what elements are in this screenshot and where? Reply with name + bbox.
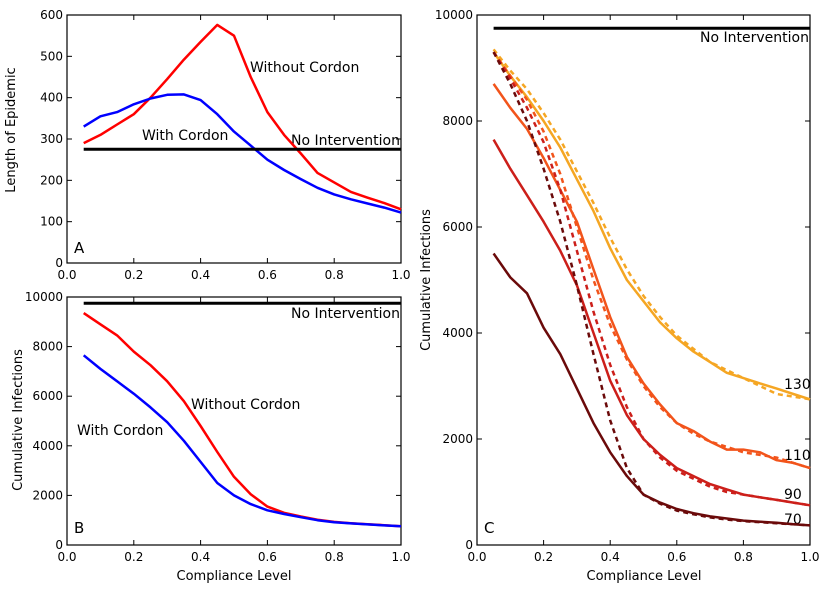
y-tick-label: 6000 bbox=[442, 220, 473, 234]
plot-frame bbox=[66, 296, 402, 546]
annotation-with-cordon: With Cordon bbox=[142, 128, 228, 144]
y-tick-label: 500 bbox=[40, 49, 63, 63]
annotation-with-cordon: With Cordon bbox=[77, 423, 163, 439]
y-tick-label: 6000 bbox=[32, 389, 63, 403]
curve-label-90: 90 bbox=[784, 487, 802, 503]
series-line-without-cordon bbox=[83, 312, 402, 528]
x-tick-label: 0.8 bbox=[325, 268, 344, 282]
series-line-70-dashed bbox=[492, 51, 811, 527]
y-tick-label: 10000 bbox=[25, 290, 63, 304]
x-tick-label: 0.6 bbox=[667, 550, 686, 564]
series-line-without-cordon bbox=[83, 23, 402, 211]
series-line-110-dashed bbox=[492, 51, 811, 470]
y-tick-label: 0 bbox=[465, 538, 473, 552]
series-line-90 bbox=[492, 138, 811, 507]
x-tick-label: 0.6 bbox=[258, 268, 277, 282]
x-tick-label: 0.8 bbox=[325, 550, 344, 564]
y-tick-label: 0 bbox=[55, 256, 63, 270]
y-axis-label: Length of Epidemic bbox=[4, 67, 19, 192]
y-tick-label: 200 bbox=[40, 173, 63, 187]
series-line-with-cordon bbox=[82, 354, 402, 528]
y-tick-label: 10000 bbox=[435, 8, 473, 22]
y-tick-label: 4000 bbox=[442, 326, 473, 340]
annotation-without-cordon: Without Cordon bbox=[250, 60, 359, 76]
x-tick-label: 1.0 bbox=[391, 550, 410, 564]
y-axis-label: Cumulative Infections bbox=[419, 209, 434, 351]
series-line-130-dashed bbox=[492, 48, 811, 401]
x-tick-label: 0.2 bbox=[534, 550, 553, 564]
y-tick-label: 2000 bbox=[442, 432, 473, 446]
panel-label: C bbox=[484, 519, 494, 537]
series-line-90-dashed bbox=[492, 51, 811, 507]
x-tick-label: 0.4 bbox=[191, 268, 210, 282]
y-tick-label: 8000 bbox=[32, 340, 63, 354]
curve-label-110: 110 bbox=[784, 448, 811, 464]
x-tick-label: 1.0 bbox=[800, 550, 819, 564]
y-tick-label: 2000 bbox=[32, 488, 63, 502]
panel-label: B bbox=[74, 519, 84, 537]
x-tick-label: 0.4 bbox=[191, 550, 210, 564]
panel-c: C Cumulative Infections Compliance Level… bbox=[419, 8, 820, 584]
panel-a: A Length of Epidemic Without Cordon With… bbox=[4, 8, 411, 282]
y-tick-label: 600 bbox=[40, 8, 63, 22]
series-line-70 bbox=[492, 252, 811, 527]
y-tick-label: 400 bbox=[40, 91, 63, 105]
x-tick-label: 0.8 bbox=[734, 550, 753, 564]
x-tick-label: 0.2 bbox=[124, 268, 143, 282]
y-tick-label: 100 bbox=[40, 215, 63, 229]
x-tick-label: 0.4 bbox=[601, 550, 620, 564]
series-line-110 bbox=[492, 83, 811, 470]
x-axis-label: Compliance Level bbox=[587, 569, 702, 584]
x-tick-label: 0.0 bbox=[467, 550, 486, 564]
series-line-130 bbox=[492, 51, 811, 401]
x-tick-label: 0.0 bbox=[57, 268, 76, 282]
series-line-with-cordon bbox=[83, 93, 402, 214]
curve-label-130: 130 bbox=[784, 377, 811, 393]
y-tick-label: 8000 bbox=[442, 114, 473, 128]
x-tick-label: 0.0 bbox=[57, 550, 76, 564]
x-axis-label: Compliance Level bbox=[177, 569, 292, 584]
annotation-no-intervention: No Intervention bbox=[291, 306, 400, 322]
annotation-no-intervention: No Intervention bbox=[291, 133, 400, 149]
y-axis-label: Cumulative Infections bbox=[11, 349, 26, 491]
y-tick-label: 0 bbox=[55, 538, 63, 552]
y-tick-label: 4000 bbox=[32, 439, 63, 453]
y-tick-label: 300 bbox=[40, 132, 63, 146]
panel-label: A bbox=[74, 239, 85, 257]
plot-frame bbox=[476, 14, 811, 546]
annotation-no-intervention: No Intervention bbox=[700, 30, 809, 46]
panel-b: B Cumulative Infections Compliance Level… bbox=[11, 290, 411, 584]
x-tick-label: 1.0 bbox=[391, 268, 410, 282]
annotation-without-cordon: Without Cordon bbox=[191, 397, 300, 413]
x-tick-label: 0.6 bbox=[258, 550, 277, 564]
x-tick-label: 0.2 bbox=[124, 550, 143, 564]
